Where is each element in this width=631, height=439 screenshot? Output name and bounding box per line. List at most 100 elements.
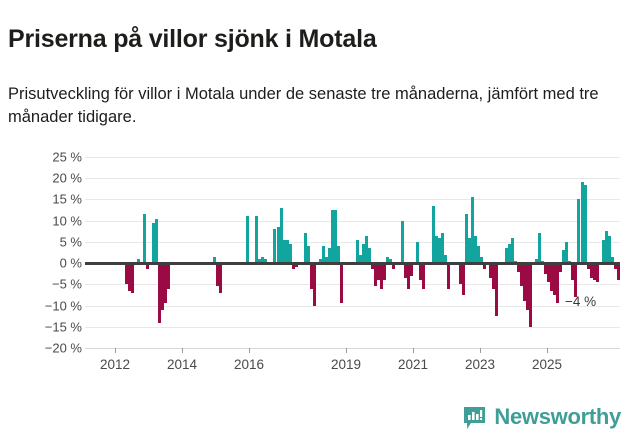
bar bbox=[607, 235, 611, 264]
bar bbox=[616, 263, 620, 281]
x-axis-tick-label: 2014 bbox=[166, 357, 198, 372]
x-axis-tick-label: 2021 bbox=[397, 357, 429, 372]
bar-series bbox=[85, 157, 620, 348]
bar bbox=[276, 227, 280, 264]
y-axis-tick-label: 25 % bbox=[52, 149, 82, 165]
y-axis-tick-label: 5 % bbox=[59, 234, 82, 250]
bar bbox=[285, 239, 289, 264]
bar bbox=[328, 248, 332, 264]
bar bbox=[540, 260, 544, 264]
bar bbox=[562, 250, 566, 264]
gridline bbox=[85, 284, 620, 286]
x-axis-tick-label: 2023 bbox=[464, 357, 496, 372]
bar bbox=[443, 254, 447, 264]
bar bbox=[385, 256, 389, 264]
bar bbox=[553, 263, 557, 295]
x-axis-tick bbox=[182, 348, 183, 353]
gridline bbox=[85, 326, 620, 328]
bar bbox=[489, 263, 493, 278]
bar bbox=[355, 239, 359, 264]
bar bbox=[483, 263, 487, 270]
bar bbox=[550, 263, 554, 291]
y-axis-tick-label: 20 % bbox=[52, 170, 82, 186]
bar bbox=[382, 263, 386, 281]
bar bbox=[589, 263, 593, 278]
bar bbox=[151, 222, 155, 264]
bar bbox=[261, 256, 265, 264]
bar bbox=[461, 263, 465, 295]
x-axis-tick-label: 2016 bbox=[233, 357, 265, 372]
x-axis-line bbox=[85, 348, 620, 349]
bar bbox=[322, 246, 326, 264]
gridline bbox=[85, 199, 620, 201]
bar bbox=[610, 256, 614, 264]
bar bbox=[331, 210, 335, 264]
bar bbox=[376, 263, 380, 281]
bar bbox=[407, 263, 411, 289]
bar bbox=[431, 205, 435, 264]
bar bbox=[446, 263, 450, 289]
bar bbox=[309, 263, 313, 289]
y-axis-tick-label: −15 % bbox=[44, 319, 82, 335]
bar-chart: 25 % 20 % 15 % 10 % 5 % 0 % −5 % −10 % −15 % −20 … bbox=[0, 145, 631, 390]
bar bbox=[255, 216, 259, 264]
bar bbox=[361, 244, 365, 264]
bar bbox=[373, 263, 377, 287]
bar bbox=[537, 233, 541, 264]
bar bbox=[358, 254, 362, 264]
page-subtitle: Prisutveckling för villor i Motala under… bbox=[8, 84, 599, 127]
x-axis-tick-label: 2019 bbox=[330, 357, 362, 372]
y-axis-labels: 25 % 20 % 15 % 10 % 5 % 0 % −5 % −10 % −15 % −20 … bbox=[0, 150, 82, 356]
y-axis-tick-label: −5 % bbox=[52, 276, 82, 292]
bar bbox=[130, 263, 134, 293]
bar bbox=[279, 207, 283, 264]
bar bbox=[282, 239, 286, 264]
bar-chart-speech-bubble-icon bbox=[462, 405, 487, 430]
bar bbox=[157, 263, 161, 323]
bar bbox=[592, 263, 596, 281]
plot-area bbox=[85, 157, 620, 349]
gridline bbox=[85, 157, 620, 158]
bar bbox=[495, 263, 499, 317]
bar bbox=[404, 263, 408, 278]
bar bbox=[273, 229, 277, 264]
bar bbox=[401, 220, 405, 264]
bar bbox=[136, 258, 140, 264]
bar bbox=[215, 263, 219, 287]
y-axis-tick-label: −10 % bbox=[44, 298, 82, 314]
x-axis-tick bbox=[413, 348, 414, 353]
bar bbox=[294, 263, 298, 268]
bar bbox=[154, 218, 158, 264]
bar bbox=[422, 263, 426, 289]
end-value-annotation: −4 % bbox=[565, 294, 597, 310]
y-axis-tick-label: 15 % bbox=[52, 191, 82, 207]
bar bbox=[534, 258, 538, 264]
bar bbox=[437, 237, 441, 264]
bar bbox=[513, 260, 517, 264]
bar bbox=[161, 263, 164, 310]
x-axis-tick-label: 2012 bbox=[99, 357, 131, 372]
bar bbox=[218, 263, 222, 293]
bar bbox=[492, 263, 496, 289]
bar bbox=[416, 241, 420, 264]
bar bbox=[519, 263, 523, 287]
bar bbox=[547, 263, 551, 283]
x-axis-tick bbox=[249, 348, 250, 353]
x-axis-tick bbox=[346, 348, 347, 353]
bar bbox=[164, 263, 168, 304]
bar bbox=[325, 256, 329, 264]
bar bbox=[319, 258, 323, 264]
bar bbox=[288, 244, 292, 264]
bar bbox=[340, 263, 344, 304]
gridline bbox=[85, 178, 620, 180]
bar bbox=[337, 246, 341, 264]
bar bbox=[595, 263, 599, 283]
bar bbox=[516, 263, 520, 272]
bar bbox=[544, 263, 548, 274]
bar bbox=[264, 258, 268, 264]
bar bbox=[303, 233, 307, 264]
bar bbox=[507, 244, 511, 264]
bar bbox=[142, 214, 146, 264]
bar bbox=[471, 197, 475, 264]
